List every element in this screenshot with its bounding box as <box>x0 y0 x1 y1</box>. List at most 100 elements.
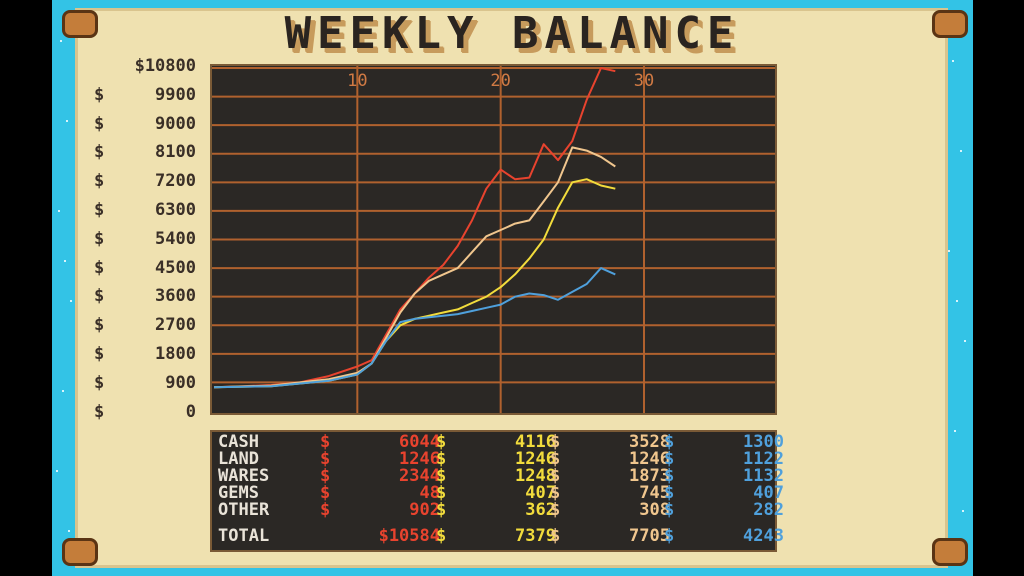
y-tick-currency: $ <box>94 228 105 249</box>
cell-currency: $ <box>320 500 331 520</box>
y-axis-labels: $10800 $9900 $9000 $8100 $7200 $6300 $5400 $450… <box>94 56 204 422</box>
value-cell-land: $407 <box>436 485 556 502</box>
value-cell-land: $1248 <box>436 466 556 486</box>
water-sparkle <box>66 120 68 122</box>
table-row: LAND $1246 $1246 $1246 $1122 <box>212 449 784 469</box>
value-cell-cash: $902 <box>320 500 440 520</box>
row-label: GEMS <box>218 483 259 503</box>
cell-value: 48 <box>419 483 440 503</box>
value-cell-gems: $282 <box>664 500 784 520</box>
value-cell-wares: $1873 <box>550 466 670 486</box>
cell-currency: $ <box>550 526 561 546</box>
table-row: WARES $2344 $1248 $1873 $1132 <box>212 466 784 486</box>
y-axis-tick-label: $900 <box>94 373 202 393</box>
table-row: GEMS $48 $407 $745 $407 <box>212 483 784 503</box>
scroll-rod-bottom-right <box>932 538 968 566</box>
cell-currency: $ <box>320 432 331 452</box>
y-axis-tick-label: $7200 <box>94 171 202 191</box>
y-axis-tick-label: $6300 <box>94 200 202 220</box>
cell-value: 902 <box>409 500 440 520</box>
y-axis-tick-label: $5400 <box>94 229 202 249</box>
cell-value: 1246 <box>399 449 440 469</box>
value-cell-cash: $48 <box>320 483 440 503</box>
y-tick-currency: $ <box>94 257 105 278</box>
cell-currency: $ <box>320 449 331 469</box>
value-cell-gems: $1300 <box>664 432 784 452</box>
y-tick-value: 4500 <box>155 257 196 278</box>
y-tick-value: 1800 <box>155 344 196 364</box>
cell-value: 1248 <box>515 466 556 486</box>
value-cell-wares: $1246 <box>550 449 670 469</box>
cell-value: 4243 <box>743 526 784 546</box>
y-tick-currency: $ <box>94 315 105 336</box>
x-tick-label: 20 <box>490 71 510 91</box>
cell-value: 362 <box>525 500 556 520</box>
y-axis-tick-label: $9000 <box>94 114 202 134</box>
y-tick-currency: $ <box>94 142 105 163</box>
value-cell-land: $1246 <box>436 449 556 469</box>
y-axis-tick-label: $0 <box>94 402 202 422</box>
water-sparkle <box>962 510 964 512</box>
value-cell-land: $7379 <box>436 528 556 545</box>
cell-value: 1246 <box>515 449 556 469</box>
cell-currency: $ <box>550 432 561 452</box>
y-tick-currency: $ <box>94 84 105 105</box>
cell-value: 6044 <box>399 432 440 452</box>
cell-value: 3528 <box>629 432 670 452</box>
y-tick-currency: $ <box>94 200 105 220</box>
cell-currency: $ <box>550 466 561 486</box>
cell-currency: $ <box>320 466 331 486</box>
cell-value: 308 <box>639 500 670 520</box>
row-label: TOTAL <box>218 526 270 546</box>
cell-currency: $ <box>436 500 447 520</box>
y-axis-tick-label: $8100 <box>94 142 202 162</box>
balance-chart: 10 20 30 <box>210 64 777 415</box>
cell-value: 282 <box>753 500 784 520</box>
water-sparkle <box>68 530 70 532</box>
cell-currency: $ <box>436 449 447 469</box>
water-sparkle <box>70 300 72 302</box>
value-cell-cash: $10584 <box>320 528 440 545</box>
row-label: LAND <box>218 449 259 469</box>
value-cell-gems: $1122 <box>664 451 784 468</box>
y-tick-value: 9900 <box>155 84 196 105</box>
cell-value: 1132 <box>743 466 784 486</box>
water-sparkle <box>964 340 966 342</box>
y-axis-tick-label: $4500 <box>94 258 202 278</box>
scroll-rod-top-right <box>932 10 968 38</box>
y-axis-tick-label: $1800 <box>94 344 202 364</box>
water-sparkle <box>954 430 956 432</box>
value-cell-gems: $4243 <box>664 526 784 546</box>
balance-chart-svg: 10 20 30 <box>212 66 775 413</box>
water-sparkle <box>58 210 60 212</box>
y-axis-tick-label: $3600 <box>94 286 202 306</box>
x-tick-label: 30 <box>634 71 654 91</box>
value-cell-wares: $3528 <box>550 432 670 452</box>
value-cell-gems: $407 <box>664 483 784 503</box>
value-cell-cash: $6044 <box>320 432 440 452</box>
cell-currency: $ <box>664 432 675 452</box>
y-tick-currency: $ <box>94 372 105 393</box>
water-sparkle <box>62 390 64 392</box>
table-row: OTHER $902 $362 $308 $282 <box>212 500 784 520</box>
row-label: OTHER <box>218 500 270 520</box>
water-sparkle <box>960 150 962 152</box>
value-cell-wares: $7705 <box>550 526 670 546</box>
table-total-row: TOTAL $10584 $7379 $7705 $4243 <box>212 526 784 546</box>
water-sparkle <box>956 300 958 302</box>
y-tick-value: 8100 <box>155 142 196 163</box>
cell-value: 1246 <box>629 449 670 469</box>
y-tick-value: 2700 <box>155 315 196 336</box>
y-tick-value: 7200 <box>155 171 196 192</box>
value-cell-land: $4116 <box>436 432 556 452</box>
cell-currency: $ <box>550 483 561 503</box>
y-tick-currency: $ <box>94 344 105 364</box>
cell-currency: $ <box>436 432 447 452</box>
y-tick-currency: $ <box>94 171 105 192</box>
cell-currency: $ <box>550 449 561 469</box>
y-tick-value: 900 <box>165 372 196 393</box>
scroll-rod-bottom-left <box>62 538 98 566</box>
cell-value: 407 <box>753 483 784 503</box>
series-line-cash <box>213 67 616 389</box>
y-axis-tick-label: $2700 <box>94 315 202 335</box>
